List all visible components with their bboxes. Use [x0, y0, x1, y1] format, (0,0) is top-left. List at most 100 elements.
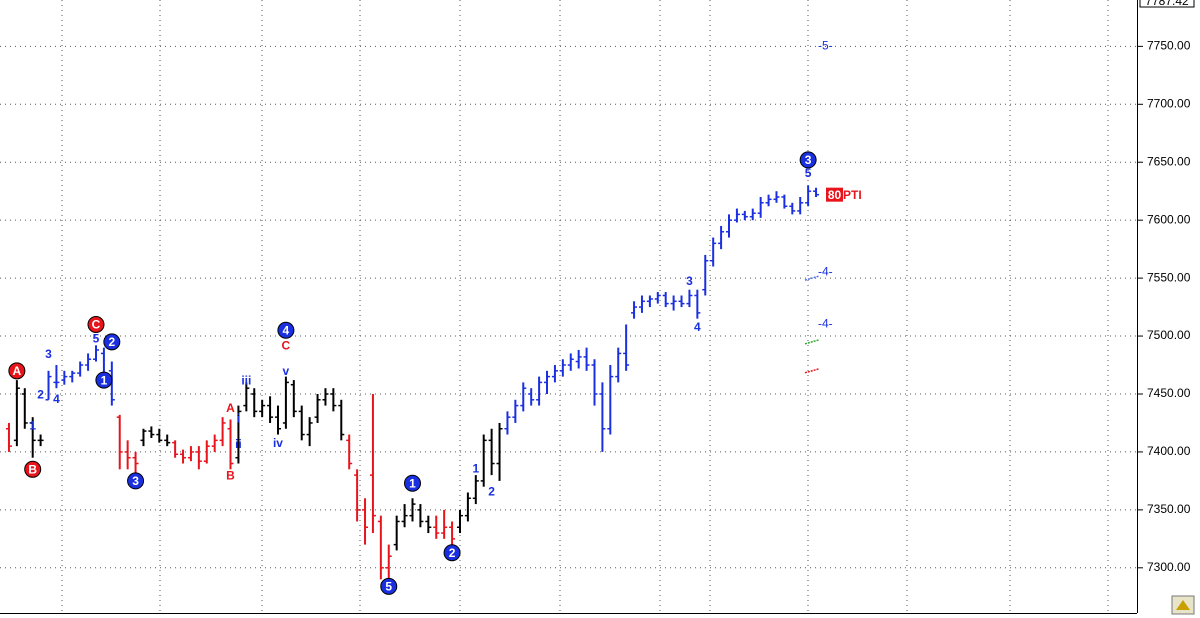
ohlc-bar: [520, 382, 527, 412]
ohlc-bar: [409, 498, 416, 522]
ohlc-bar: [274, 405, 281, 435]
wave-label: 1: [29, 419, 36, 433]
ohlc-bar: [148, 426, 155, 439]
ohlc-bar: [686, 289, 693, 308]
ohlc-bar: [702, 254, 709, 296]
wave-circle: [87, 315, 105, 333]
ohlc-bar: [29, 417, 36, 458]
ohlc-bar: [646, 295, 653, 308]
ohlc-bar: [369, 393, 376, 534]
ohlc-bar: [116, 414, 123, 470]
ohlc-bar: [267, 396, 274, 423]
ohlc-bar: [757, 196, 764, 218]
ohlc-bar: [805, 185, 812, 207]
ohlc-bar: [132, 451, 139, 476]
wave-label: 1: [409, 476, 416, 490]
ohlc-bar: [180, 449, 187, 464]
projection-label: -4-: [818, 264, 833, 278]
ohlc-bar: [53, 365, 60, 389]
ohlc-bar: [330, 388, 337, 412]
ohlc-bar: [765, 194, 772, 207]
wave-label: 4: [694, 320, 701, 334]
y-tick-label: 7450.00: [1147, 386, 1191, 400]
wave-label: 5: [93, 332, 100, 346]
y-tick-label: 7750.00: [1147, 39, 1191, 53]
wave-label: B: [28, 462, 37, 476]
ohlc-bar: [726, 214, 733, 238]
ohlc-bar: [781, 194, 788, 209]
ohlc-bar: [417, 504, 424, 528]
ohlc-bar: [108, 361, 115, 406]
ohlc-bar: [773, 191, 780, 203]
ohlc-bar: [733, 208, 740, 223]
y-tick-label: 7700.00: [1147, 96, 1191, 110]
ohlc-bar: [314, 393, 321, 423]
target-tick: [804, 368, 820, 374]
wave-circle: [103, 333, 121, 351]
ohlc-bar: [124, 440, 131, 470]
wave-label: ii: [235, 437, 242, 451]
ohlc-bar: [433, 515, 440, 539]
projection-label: -4-: [818, 317, 833, 331]
ohlc-bar: [575, 349, 582, 369]
ohlc-bar: [211, 434, 218, 452]
ohlc-bar: [164, 434, 171, 447]
ohlc-bar: [77, 361, 84, 377]
ohlc-bar: [401, 504, 408, 528]
ohlc-bar: [5, 422, 12, 452]
wave-label: 5: [805, 166, 812, 180]
ohlc-bar: [456, 509, 463, 534]
ohlc-bar: [551, 365, 558, 383]
wave-circle: [380, 577, 398, 595]
ohlc-bar: [203, 440, 210, 464]
wave-circle: [404, 474, 421, 492]
price-tag-box-label: 80: [828, 188, 842, 202]
ohlc-bar: [599, 382, 606, 452]
ohlc-bar: [385, 544, 392, 580]
ohlc-bar: [710, 237, 717, 267]
wave-label: C: [282, 339, 291, 353]
ohlc-bar: [449, 521, 456, 545]
vertical-grid: [61, 0, 1109, 613]
target-tick: [804, 339, 820, 345]
ohlc-bar: [623, 324, 630, 371]
y-tick-label: 7400.00: [1147, 444, 1191, 458]
wave-label: 2: [449, 546, 456, 560]
wave-label: 2: [488, 485, 495, 499]
ohlc-bar: [37, 434, 44, 447]
ohlc-bar: [92, 345, 99, 362]
wave-label: iv: [273, 436, 283, 450]
wave-label: 3: [686, 274, 693, 288]
ohlc-bar: [338, 399, 345, 441]
ohlc-bar: [227, 419, 234, 470]
wave-circle: [799, 151, 817, 169]
y-tick-label: 7300.00: [1147, 560, 1191, 574]
wave-label: 3: [132, 474, 139, 488]
wave-circle: [24, 460, 42, 478]
y-tick-label: 7550.00: [1147, 270, 1191, 284]
ohlc-bar: [813, 187, 820, 197]
ohlc-bar: [187, 446, 194, 462]
wave-label: v: [283, 364, 290, 378]
ohlc-bar: [243, 382, 250, 412]
y-tick-label: 7350.00: [1147, 502, 1191, 516]
corner-icon-glyph: [1176, 600, 1190, 610]
ohlc-bar: [607, 365, 614, 435]
ohlc-bar: [678, 295, 685, 308]
wave-label: 3: [805, 153, 812, 167]
ohlc-bar: [298, 405, 305, 441]
ohlc-bar: [544, 370, 551, 394]
wave-label: B: [226, 468, 235, 482]
ohlc-bar: [638, 295, 645, 313]
ohlc-bar: [282, 376, 289, 429]
ohlc-bar: [583, 347, 590, 371]
price-tag-label: PTI: [843, 188, 862, 202]
wave-label: 2: [108, 335, 115, 349]
last-price-box: [1139, 0, 1195, 8]
y-tick-label: 7500.00: [1147, 328, 1191, 342]
ohlc-bar: [393, 515, 400, 551]
ohlc-bar: [377, 515, 384, 580]
ohlc-bar: [45, 370, 52, 401]
ohlc-bar: [195, 446, 202, 470]
